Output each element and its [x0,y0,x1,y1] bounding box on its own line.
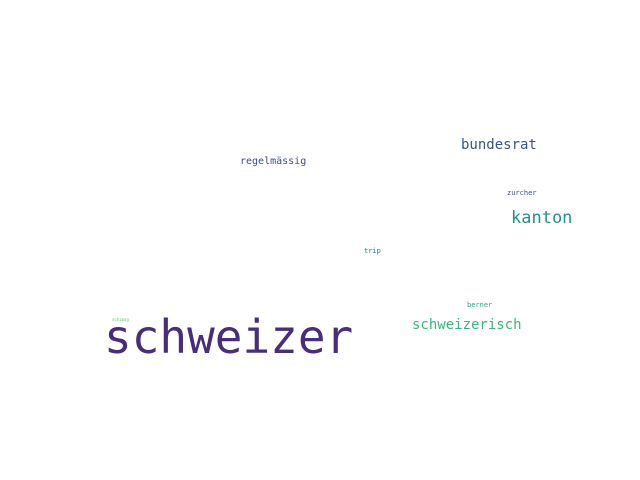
word-zurcher: zurcher [507,189,537,197]
word-schweizerisch: schweizerisch [412,317,522,333]
word-regelmassig: regelmässig [240,156,307,167]
word-schweizer: schweizer [104,310,354,364]
word-berner: berner [467,301,493,309]
word-kanton: kanton [511,208,573,228]
word-schimag: schimag [112,317,129,322]
word-bundesrat: bundesrat [461,137,537,153]
word-trip: trip [364,247,381,255]
